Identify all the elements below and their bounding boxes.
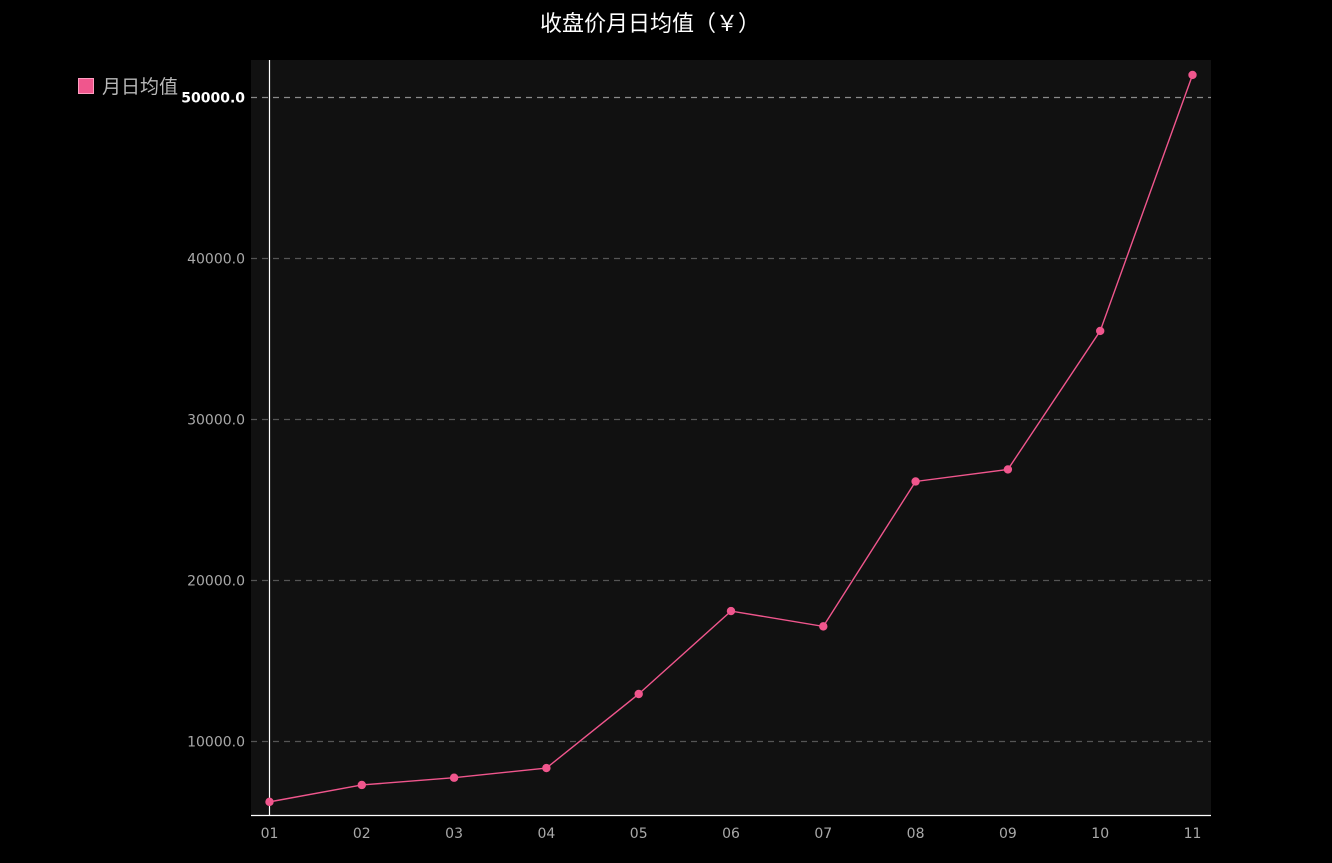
x-tick-label: 10 [1091,826,1109,842]
plot-background [251,60,1211,816]
series [265,70,1197,807]
x-tick-label: 01 [261,826,279,842]
legend[interactable]: 月日均值 [78,72,178,99]
x-tick-label: 08 [907,826,925,842]
data-point[interactable] [449,773,459,782]
y-tick-label: 50000.0 [181,91,245,107]
axes [251,60,1211,817]
data-point[interactable] [542,763,551,773]
x-tick-label: 09 [999,826,1017,842]
x-tick-label: 03 [445,826,463,842]
data-point[interactable] [726,606,736,616]
data-point[interactable] [1096,326,1105,336]
data-point[interactable] [265,797,274,807]
legend-label: 月日均值 [102,76,179,98]
x-tick-label: 02 [353,826,371,842]
x-tick-label: 07 [814,826,832,842]
x-tick-labels: 01 02 03 04 05 06 07 08 09 10 11 [261,826,1202,842]
x-tick-label: 05 [630,826,648,842]
legend-swatch [78,77,94,94]
data-point[interactable] [634,689,643,699]
y-tick-labels: 10000.0 20000.0 30000.0 40000.0 50000.0 [181,91,245,751]
y-tick-label: 40000.0 [187,252,245,268]
x-tick-label: 11 [1184,826,1202,842]
x-tick-label: 04 [537,826,555,842]
data-point[interactable] [911,477,920,486]
chart-title: 收盘价月日均值（￥） [539,12,760,37]
data-point[interactable] [819,622,828,631]
data-point[interactable] [1188,70,1197,80]
grid-lines [251,96,1211,743]
data-point[interactable] [1003,465,1013,474]
data-point[interactable] [357,780,366,790]
y-tick-label: 30000.0 [187,413,245,429]
x-tick-label: 06 [722,826,740,842]
y-tick-label: 10000.0 [187,735,245,751]
y-tick-label: 20000.0 [187,574,245,590]
